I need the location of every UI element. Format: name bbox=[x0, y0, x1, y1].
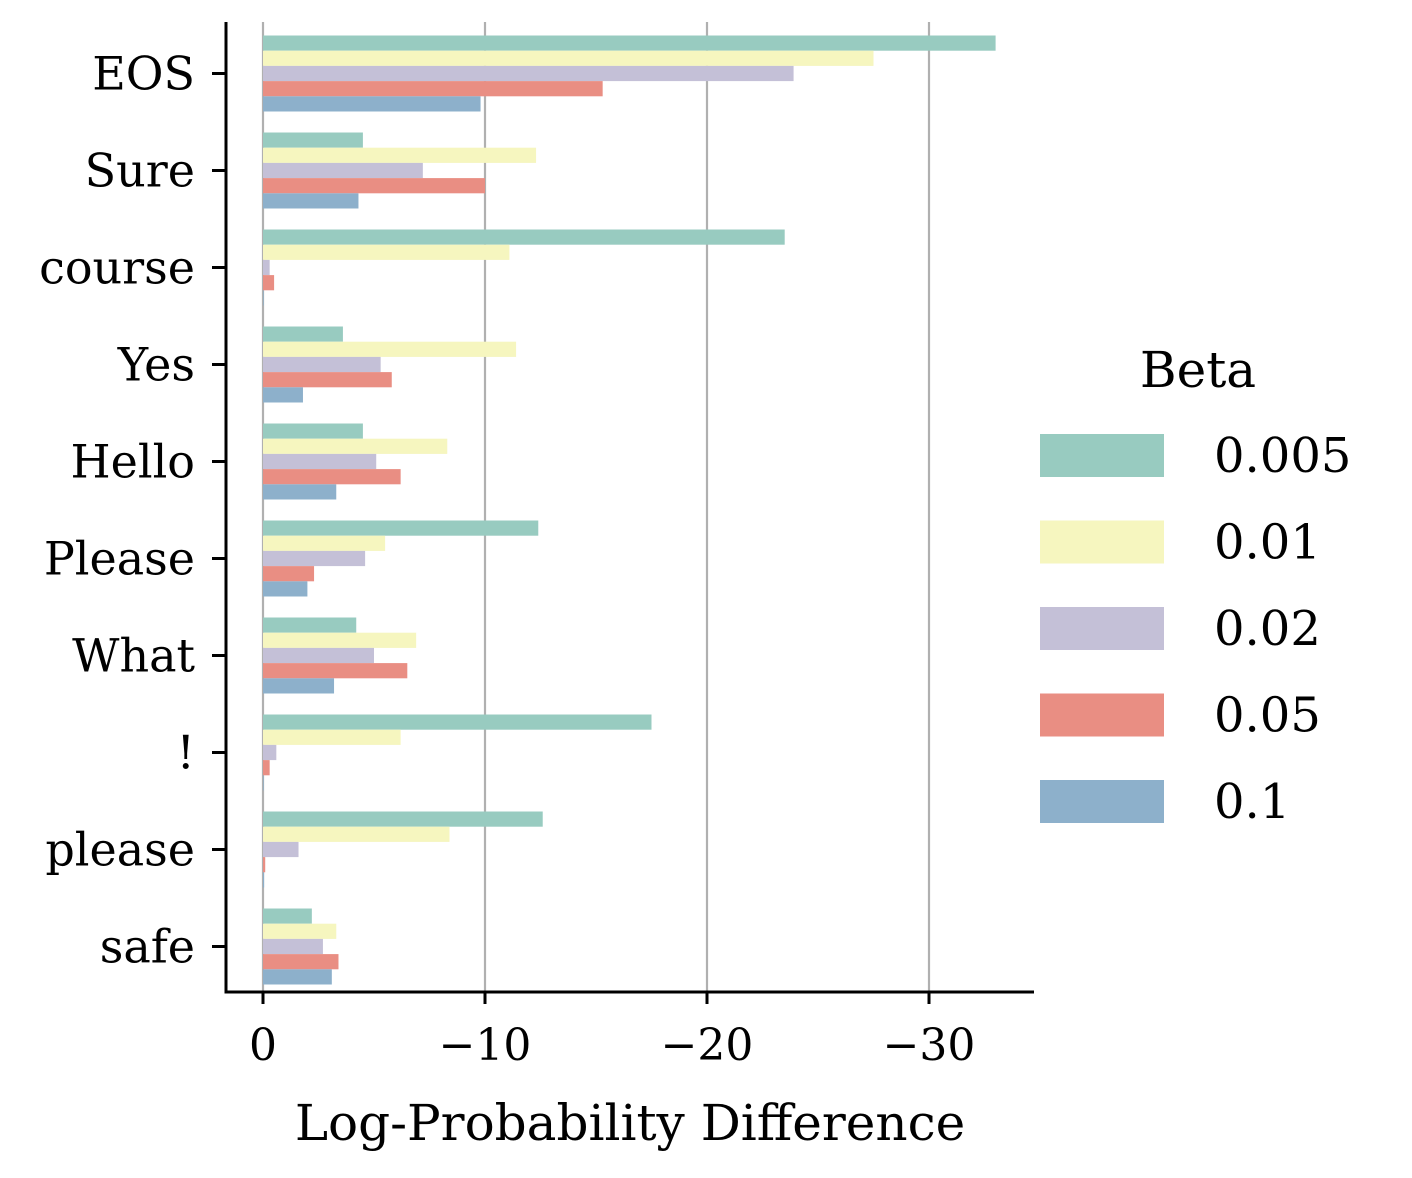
bar bbox=[263, 178, 485, 194]
bar bbox=[263, 259, 270, 276]
bar bbox=[263, 387, 303, 403]
y-tick-label: please bbox=[45, 823, 195, 877]
bar bbox=[263, 438, 448, 454]
bar bbox=[263, 193, 359, 209]
x-axis-label: Log-Probability Difference bbox=[295, 1094, 965, 1152]
bar bbox=[263, 132, 363, 148]
bar bbox=[263, 290, 264, 306]
bar bbox=[263, 872, 265, 888]
legend-label: 0.02 bbox=[1214, 601, 1321, 657]
x-tick-label: −20 bbox=[661, 1020, 754, 1071]
bar bbox=[263, 744, 277, 761]
x-tick-label: −30 bbox=[883, 1020, 976, 1071]
bar bbox=[263, 535, 386, 551]
bar bbox=[263, 678, 335, 694]
bar bbox=[263, 938, 323, 955]
legend-label: 0.1 bbox=[1214, 774, 1290, 830]
bar bbox=[263, 326, 343, 342]
bar bbox=[263, 162, 423, 179]
bar bbox=[263, 520, 539, 536]
y-tick-label: What bbox=[72, 629, 195, 683]
bar bbox=[263, 566, 315, 582]
legend-swatch bbox=[1040, 434, 1164, 477]
bar bbox=[263, 647, 374, 664]
bar bbox=[263, 484, 337, 500]
bar bbox=[263, 469, 401, 485]
bar bbox=[263, 423, 363, 439]
bar bbox=[263, 96, 481, 112]
axes bbox=[224, 22, 1034, 994]
bar bbox=[263, 663, 408, 679]
y-tick-label: ! bbox=[177, 726, 196, 780]
legend: Beta 0.005 0.01 0.02 0.05 0.1 bbox=[1040, 341, 1351, 830]
bar-series bbox=[263, 35, 996, 985]
bar bbox=[263, 775, 264, 791]
bar bbox=[263, 954, 339, 970]
bar bbox=[263, 453, 377, 470]
bar bbox=[263, 50, 874, 66]
legend-label: 0.05 bbox=[1214, 688, 1321, 744]
legend-title: Beta bbox=[1140, 341, 1256, 399]
legend-items: 0.005 0.01 0.02 0.05 0.1 bbox=[1040, 428, 1351, 830]
bar bbox=[263, 826, 450, 842]
legend-label: 0.005 bbox=[1214, 428, 1351, 484]
bar bbox=[263, 617, 357, 633]
bar bbox=[263, 923, 337, 939]
bar bbox=[263, 81, 603, 97]
y-tick-label: Yes bbox=[117, 338, 195, 392]
legend-swatch bbox=[1040, 693, 1164, 737]
bar bbox=[263, 65, 794, 82]
x-tick-label: −10 bbox=[439, 1020, 532, 1071]
x-tick-label: 0 bbox=[249, 1020, 277, 1071]
bar bbox=[263, 341, 517, 357]
bar bbox=[263, 908, 312, 924]
legend-label: 0.01 bbox=[1214, 515, 1321, 571]
legend-swatch bbox=[1040, 520, 1164, 564]
bar bbox=[263, 372, 392, 388]
y-ticks: EOS Sure course Yes Hello Please What! please sa… bbox=[39, 47, 226, 974]
y-tick-label: EOS bbox=[92, 47, 195, 101]
y-tick-label: Please bbox=[44, 532, 195, 586]
bar bbox=[263, 147, 537, 163]
y-tick-label: Hello bbox=[71, 435, 195, 489]
bar bbox=[263, 811, 543, 827]
bar bbox=[263, 729, 401, 745]
y-tick-label: safe bbox=[100, 920, 195, 974]
bar bbox=[263, 857, 266, 873]
legend-swatch bbox=[1040, 780, 1164, 823]
bar bbox=[263, 632, 417, 648]
y-tick-label: Sure bbox=[85, 144, 195, 198]
y-tick-label: course bbox=[39, 241, 195, 295]
bar bbox=[263, 760, 270, 776]
bar bbox=[263, 550, 366, 567]
bar bbox=[263, 714, 652, 730]
bar bbox=[263, 841, 299, 858]
bar bbox=[263, 275, 275, 291]
bar bbox=[263, 35, 996, 51]
legend-swatch bbox=[1040, 607, 1164, 650]
x-ticks: 0 −10 −20 −30 bbox=[249, 992, 975, 1071]
bar bbox=[263, 229, 785, 245]
bar bbox=[263, 244, 510, 260]
bar bbox=[263, 969, 332, 985]
bar bbox=[263, 581, 308, 597]
bar bbox=[263, 356, 381, 373]
